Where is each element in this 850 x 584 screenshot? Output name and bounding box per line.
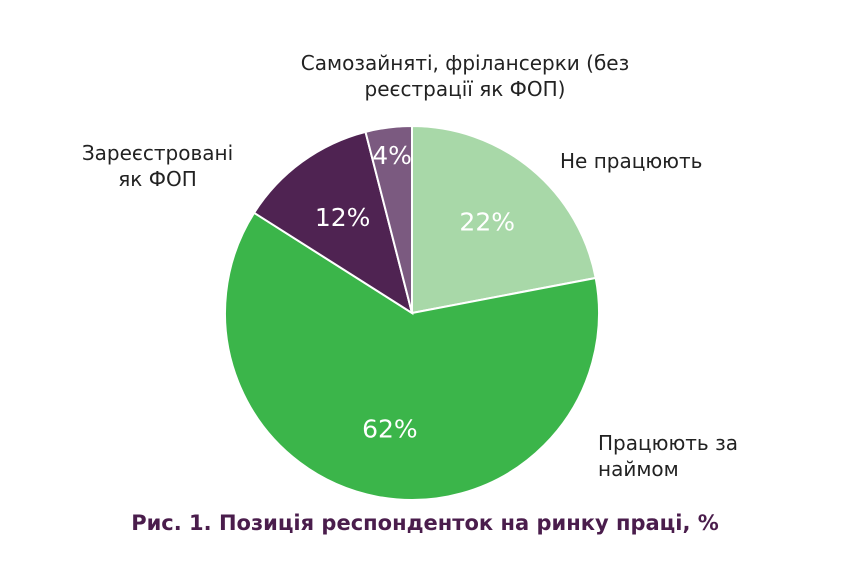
- slice-not-working: [411, 124, 597, 315]
- slice-registered-fop: [252, 130, 414, 316]
- label-registered-fop: Зареєстровані як ФОП: [70, 140, 245, 192]
- slice-registered-fop-value-label: 12%: [315, 203, 371, 232]
- slice-self-employed-value-label: 4%: [372, 141, 412, 170]
- slice-employed-value-label: 62%: [362, 414, 418, 443]
- chart-caption: Рис. 1. Позиція респонденток на ринку пр…: [131, 511, 719, 535]
- label-employed-text: Працюють за наймом: [598, 431, 738, 481]
- slice-not-working-value-label: 22%: [459, 208, 515, 237]
- label-employed: Працюють за наймом: [598, 430, 758, 482]
- label-registered-fop-text: Зареєстровані як ФОП: [81, 141, 234, 191]
- label-self-employed-text: Самозайняті, фрілансерки (без реєстрації…: [300, 51, 630, 101]
- label-not-working: Не працюють: [560, 148, 740, 174]
- slice-employed: [224, 211, 600, 501]
- label-not-working-text: Не працюють: [560, 149, 703, 173]
- label-self-employed: Самозайняті, фрілансерки (без реєстрації…: [300, 50, 630, 102]
- slice-self-employed: [364, 124, 413, 314]
